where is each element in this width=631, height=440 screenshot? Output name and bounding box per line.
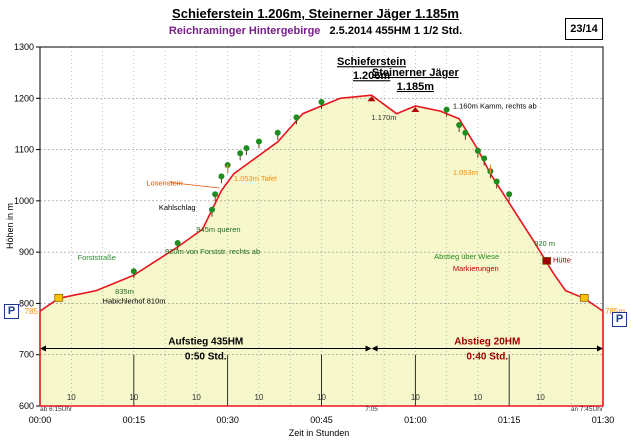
segment-arrowhead [365,345,372,352]
annotation-label: Losenstein [146,178,182,187]
x-axis-label: Zeit in Stunden [289,428,350,438]
region-label: Reichraminger Hintergebirge [168,25,321,37]
x-tick-label: 00:15 [123,415,146,425]
tree-icon [506,191,513,198]
tree-icon [456,122,463,129]
interval-label: 10 [411,393,420,402]
side-elevation-label: 785m [605,307,625,316]
interval-label: 10 [536,393,545,402]
hut-icon [54,293,64,302]
tour-info: 2.5.2014 455HM 1 1/2 Std. [329,25,463,37]
profile-area [40,95,603,406]
y-tick-label: 900 [19,247,34,257]
side-elevation-label: 785 [25,307,39,316]
annotation-label: Habichlerhof 810m [103,296,166,305]
tree-icon [443,106,450,113]
summit-marker [411,106,420,112]
annotation-label: 835m [115,287,134,296]
tree-icon [474,147,481,154]
page-number-box: 23/14 [565,18,603,40]
y-tick-label: 600 [19,401,34,411]
interval-label: 10 [254,393,263,402]
x-tick-label: 00:00 [29,415,52,425]
x-tick-label: 01:30 [592,415,615,425]
profile-line [39,94,604,312]
y-axis-label: Höhen in m [5,203,15,249]
summit-elevation: 1.206m [353,70,391,82]
annotation-label: 1.160m Kamm, rechts ab [453,102,537,111]
annotation-label: Kahlschlag [159,203,196,212]
summit-marker [367,96,376,102]
tree-icon [209,206,216,213]
interval-label: 10 [317,393,326,402]
annotation-label: Hütte [553,255,571,264]
annotation-label: Markierungen [453,264,499,273]
segment-label: Aufstieg 435HM [168,337,243,348]
chart-title: Schieferstein 1.206m, Steinerner Jäger 1… [172,6,459,21]
segment-arrowhead [40,345,46,352]
tree-icon [212,191,219,198]
parking-end-icon: P [612,312,627,327]
y-tick-label: 1300 [14,42,34,52]
tree-icon [255,138,262,145]
annotation-label: Abstieg über Wiese [434,252,499,261]
tree-icon [130,268,137,275]
hut-icon [579,293,589,302]
summit-name: Schieferstein [337,56,406,68]
tree-icon [243,145,250,152]
tree-icon [318,98,325,105]
annotation-label: 945m queren [196,225,240,234]
interval-label: 10 [473,393,482,402]
summit-elevation: 1.185m [397,81,435,93]
x-tick-label: 00:30 [216,415,239,425]
tree-icon [174,240,181,247]
tree-icon [293,114,300,121]
time-note: an 7:45Uhr [571,406,604,413]
tree-icon [274,129,281,136]
tree-icon [481,155,488,162]
segment-label: Abstieg 20HM [454,337,520,348]
y-tick-label: 1000 [14,196,34,206]
losenstein-pointer [170,182,220,189]
annotation-label: Forststraße [78,253,116,262]
annotation-label: 1.053m [453,168,478,177]
x-tick-label: 01:00 [404,415,427,425]
annotation-label: 1.170m [372,113,397,122]
parking-start-icon: P [4,304,19,319]
chart-subtitle: Reichraminger Hintergebirge 2.5.2014 455… [0,25,631,37]
interval-label: 10 [192,393,201,402]
x-tick-label: 01:15 [498,415,521,425]
y-tick-label: 1100 [15,145,34,155]
time-note: ab 6:15Uhr [40,406,73,413]
y-tick-label: 700 [19,350,34,360]
tree-icon [462,129,469,136]
tree-icon [493,178,500,185]
segment-duration: 0:40 Std. [466,352,508,363]
annotation-label: 920m von Forststr. rechts ab [165,247,260,256]
annotation-label: 1.053m Tafel [234,174,277,183]
summit-name: Steinerner Jäger [372,67,460,79]
segment-arrowhead [371,345,378,352]
hut-icon [542,257,552,265]
x-tick-label: 00:45 [310,415,333,425]
tree-icon [218,173,225,180]
segment-arrowhead [597,345,603,352]
interval-label: 10 [67,393,76,402]
tree-icon [237,150,244,157]
time-note: 7:05 [365,406,378,413]
segment-duration: 0:50 Std. [185,352,227,363]
y-tick-label: 800 [19,298,34,308]
annotation-label: 920 m [534,239,555,248]
interval-label: 10 [129,393,138,402]
y-tick-label: 1200 [14,93,34,103]
